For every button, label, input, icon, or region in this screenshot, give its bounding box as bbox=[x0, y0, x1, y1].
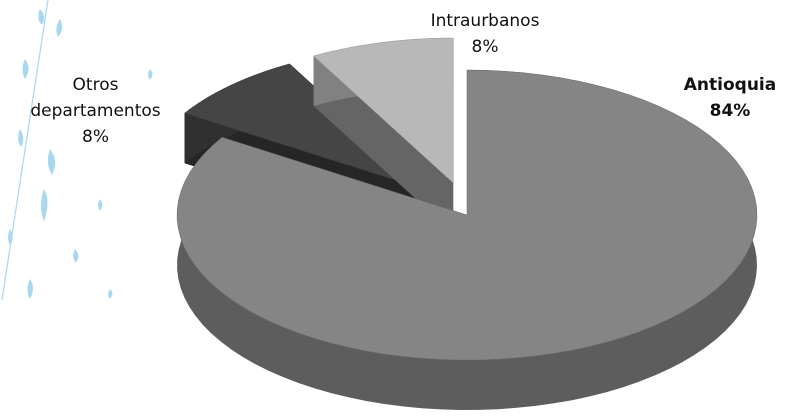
slice-label: Antioquia 84% bbox=[655, 72, 794, 124]
slice-wall bbox=[313, 56, 454, 233]
decoration bbox=[1, 0, 153, 301]
value-label: 84% bbox=[709, 101, 751, 121]
slice-label: Otros departamentos 8% bbox=[8, 72, 183, 150]
category-label: Otros departamentos bbox=[30, 75, 161, 121]
category-label: Intraurbanos bbox=[430, 11, 540, 31]
value-label: 8% bbox=[471, 37, 499, 57]
pie bbox=[176, 37, 758, 410]
value-label: 8% bbox=[82, 127, 109, 147]
slice-label: Intraurbanos 8% bbox=[400, 8, 570, 60]
category-label: Antioquia bbox=[683, 75, 777, 95]
slice bbox=[176, 69, 758, 361]
slice bbox=[313, 37, 454, 184]
slice bbox=[183, 63, 430, 192]
